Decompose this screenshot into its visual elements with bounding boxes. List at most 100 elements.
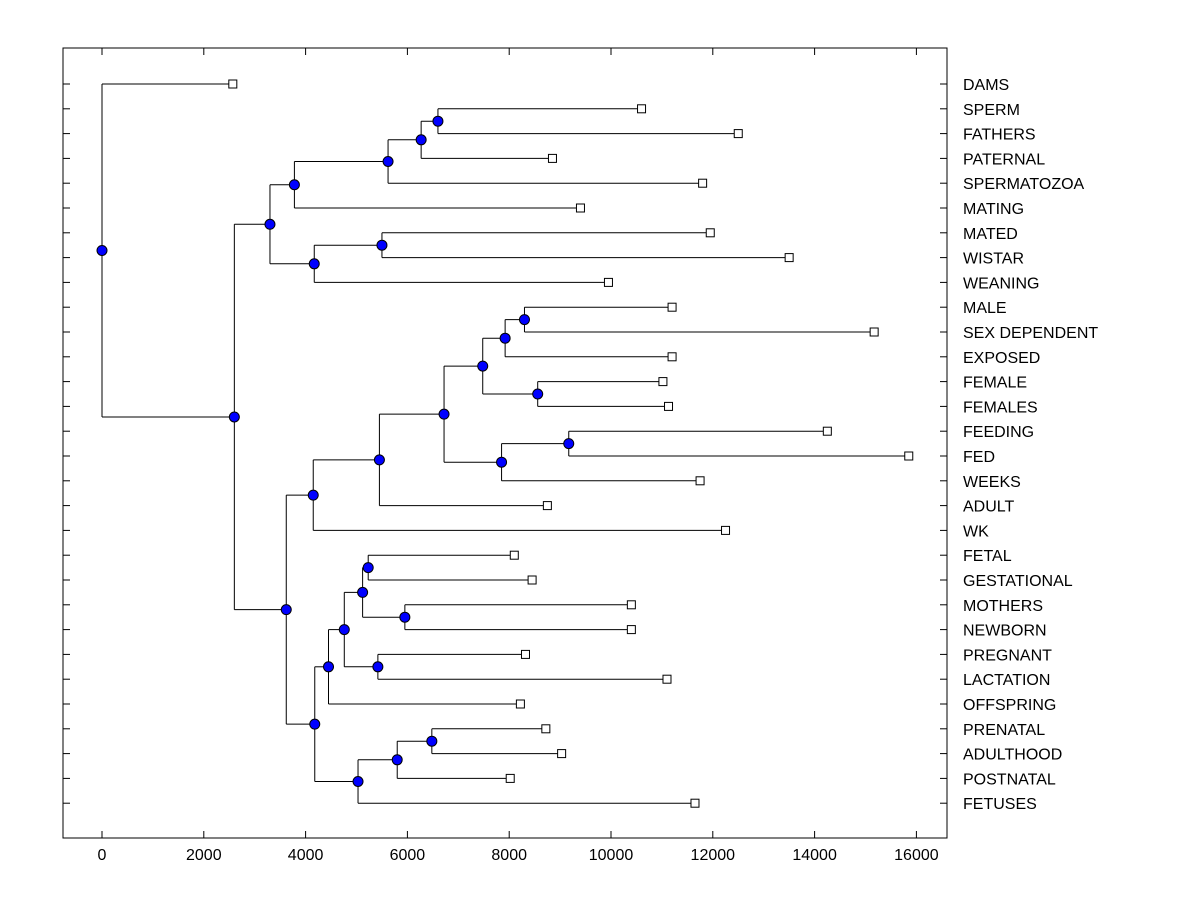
leaf-marker-female [658,377,668,387]
leaf-markers [228,79,914,808]
cluster-node-marker [382,156,394,167]
leaf-marker-wistar [784,253,794,263]
leaf-marker-offspring [515,699,525,709]
x-tick-label: 2000 [186,847,222,864]
leaf-marker-exposed [667,352,677,362]
leaf-marker-spermatozoa [698,178,708,188]
cluster-node-marker [391,754,403,766]
x-axis: 0 2000 4000 6000 8000 10000 12000 14000 16000 [98,48,939,864]
x-tick-label: 16000 [894,847,939,864]
leaf-marker-fetuses [690,798,700,808]
leaf-label-feeding: FEEDING [963,424,1034,441]
leaf-label-fed: FED [963,449,995,466]
leaf-label-spermatozoa: SPERMATOZOA [963,176,1085,193]
leaf-marker-fathers [733,129,743,139]
leaf-label-wk: WK [963,523,989,540]
leaf-label-mothers: MOTHERS [963,598,1043,615]
x-tick-label: 10000 [589,847,634,864]
cluster-node-marker [426,735,438,747]
leaf-marker-mothers [626,600,636,610]
cluster-node-marker [372,661,384,673]
leaf-label-wistar: WISTAR [963,251,1024,268]
leaf-marker-weaning [603,277,613,287]
leaf-marker-sperm [637,104,647,114]
leaf-label-prenatal: PRENATAL [963,722,1045,739]
cluster-node-marker [438,408,450,420]
leaf-label-newborn: NEWBORN [963,623,1047,640]
leaf-marker-wk [721,525,731,535]
cluster-node-marker [264,218,276,230]
cluster-node-marker [338,624,350,636]
leaf-marker-paternal [547,153,557,163]
cluster-node-marker [518,314,530,326]
cluster-node-marker [307,489,319,501]
cluster-node-marker [357,586,369,598]
cluster-node-marker [288,179,300,191]
leaf-label-weaning: WEANING [963,275,1039,292]
leaf-label-fetuses: FETUSES [963,796,1037,813]
leaf-marker-adulthood [557,749,567,759]
leaf-label-lactation: LACTATION [963,672,1050,689]
cluster-node-marker [477,360,489,372]
node-markers [96,115,575,787]
leaf-label-fathers: FATHERS [963,127,1036,144]
leaf-marker-fetal [509,550,519,560]
leaf-label-paternal: PATERNAL [963,151,1045,168]
leaf-marker-mated [705,228,715,238]
leaf-label-weeks: WEEKS [963,474,1021,491]
leaf-label-gestational: GESTATIONAL [963,573,1073,590]
leaf-marker-gestational [527,575,537,585]
leaf-marker-lactation [662,674,672,684]
leaf-marker-females [664,401,674,411]
leaf-label-fetal: FETAL [963,548,1012,565]
y-axis-ticks [63,83,947,804]
cluster-node-marker [432,115,444,127]
leaf-label-pregnant: PREGNANT [963,647,1052,664]
leaf-marker-fed [904,451,914,461]
cluster-node-marker [415,134,427,146]
cluster-node-marker [280,604,292,616]
cluster-node-marker [309,718,321,730]
cluster-node-marker [323,661,335,673]
x-tick-label: 14000 [792,847,837,864]
cluster-node-marker [496,456,508,468]
leaf-marker-male [667,302,677,312]
x-tick-label: 12000 [691,847,736,864]
cluster-node-marker [362,562,374,574]
cluster-node-marker [373,454,385,466]
cluster-node-marker [532,388,544,400]
leaf-label-mating: MATING [963,201,1024,218]
leaf-label-adulthood: ADULTHOOD [963,747,1062,764]
x-tick-label: 0 [98,847,107,864]
cluster-node-marker [228,411,240,423]
leaf-label-postnatal: POSTNATAL [963,771,1056,788]
leaf-label-offspring: OFFSPRING [963,697,1056,714]
leaf-marker-newborn [626,625,636,635]
x-tick-label: 8000 [491,847,527,864]
cluster-node-marker [308,258,320,270]
leaf-label-male: MALE [963,300,1007,317]
leaf-label-exposed: EXPOSED [963,350,1040,367]
x-tick-label: 6000 [390,847,426,864]
leaf-marker-weeks [695,476,705,486]
leaf-marker-mating [575,203,585,213]
leaf-label-mated: MATED [963,226,1018,243]
leaf-marker-dams [228,79,238,89]
leaf-label-sperm: SPERM [963,102,1020,119]
leaf-label-adult: ADULT [963,499,1014,516]
dendrogram-links [101,83,909,804]
cluster-node-marker [376,239,388,251]
leaf-marker-postnatal [505,773,515,783]
leaf-marker-adult [542,501,552,511]
leaf-label-female: FEMALE [963,375,1027,392]
cluster-node-marker [499,332,511,344]
leaf-label-females: FEMALES [963,399,1038,416]
leaf-marker-prenatal [541,724,551,734]
leaf-marker-feeding [822,426,832,436]
leaf-labels: DAMS SPERM FATHERS PATERNAL SPERMATOZOA MATIN… [963,77,1098,813]
leaf-label-sex-dependent: SEX DEPENDENT [963,325,1098,342]
cluster-node-marker [563,438,575,450]
x-tick-label: 4000 [288,847,324,864]
leaf-label-dams: DAMS [963,77,1009,94]
